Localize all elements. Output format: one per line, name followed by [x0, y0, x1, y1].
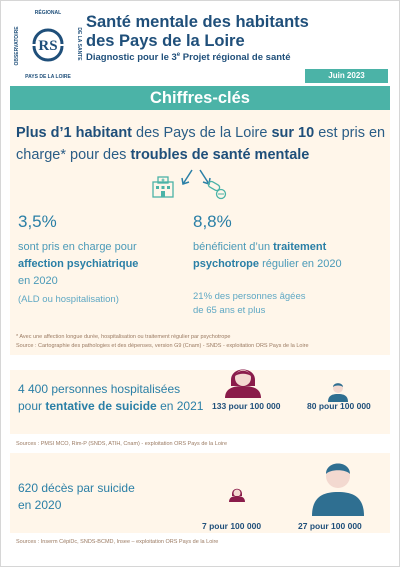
left-note: (ALD ou hospitalisation)	[18, 294, 119, 305]
footnote-1: * Avec une affection longue durée, hospi…	[16, 334, 231, 340]
ors-logo: RS OBSERVATOIRE DE LA SANTÉ RÉGIONAL PAY…	[14, 8, 82, 80]
right-note-2: de 65 ans et plus	[193, 305, 266, 316]
left-percentage: 3,5%	[18, 212, 57, 231]
svg-text:RS: RS	[38, 38, 57, 54]
arrows-icon	[181, 169, 211, 185]
svg-text:OBSERVATOIRE: OBSERVATOIRE	[14, 26, 20, 66]
title-line-1: Santé mentale des habitants	[86, 13, 309, 31]
date-badge: Juin 2023	[305, 69, 388, 83]
right-note-1: 21% des personnes âgées	[193, 291, 306, 302]
svg-text:RÉGIONAL: RÉGIONAL	[35, 8, 61, 16]
right-line-2: psychotrope régulier en 2020	[193, 258, 342, 270]
left-line-1: sont pris en charge pour	[18, 241, 137, 253]
deaths-rate-women: 7 pour 100 000	[202, 521, 262, 531]
svg-text:PAYS DE LA LOIRE: PAYS DE LA LOIRE	[25, 74, 71, 80]
attempts-source: Sources : PMSI MCO, Rim-P (SNDS, ATIH, C…	[16, 441, 227, 447]
right-line-1: bénéficient d’un traitement	[193, 241, 327, 253]
svg-text:DE LA SANTÉ: DE LA SANTÉ	[76, 27, 82, 61]
left-line-2: affection psychiatrique	[18, 258, 139, 270]
suicide-attempts-panel	[10, 370, 390, 434]
title-line-2: des Pays de la Loire	[86, 32, 245, 50]
deaths-line-2: en 2020	[18, 498, 62, 512]
attempts-line-1: 4 400 personnes hospitalisées	[18, 382, 181, 396]
section-banner: Chiffres-clés	[10, 86, 390, 110]
man-icon	[328, 383, 348, 402]
woman-icon	[229, 488, 245, 502]
subtitle: Diagnostic pour le 3e Projet régional de…	[86, 52, 291, 64]
attempts-rate-men: 80 pour 100 000	[307, 401, 371, 411]
deaths-source: Sources : Inserm CépiDc, SNDS-BCMD, Inse…	[16, 539, 219, 545]
footnote-2: Source : Cartographie des pathologies et…	[16, 343, 309, 349]
pills-icon	[207, 180, 227, 200]
suicide-deaths-panel	[10, 453, 390, 533]
deaths-rate-men: 27 pour 100 000	[298, 521, 362, 531]
left-line-3: en 2020	[18, 275, 58, 287]
man-icon	[312, 463, 364, 516]
headline: Plus d’1 habitant des Pays de la Loire s…	[16, 125, 386, 163]
right-percentage: 8,8%	[193, 212, 232, 231]
hospital-icon	[152, 176, 174, 198]
key-figures-panel	[10, 110, 390, 355]
woman-icon	[225, 369, 261, 398]
section-title: Chiffres-clés	[150, 89, 250, 107]
deaths-line-1: 620 décès par suicide	[18, 481, 135, 495]
attempts-line-2: pour tentative de suicide en 2021	[18, 399, 204, 413]
attempts-rate-women: 133 pour 100 000	[212, 401, 281, 411]
